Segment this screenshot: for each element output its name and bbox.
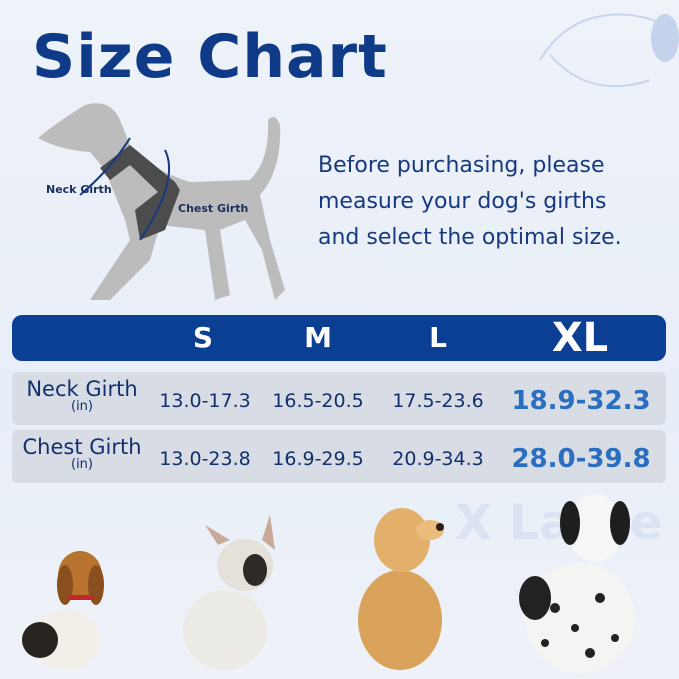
cell-s: 13.0-23.8 bbox=[159, 448, 251, 470]
intro-line: measure your dog's girths bbox=[318, 189, 607, 214]
chest-girth-label: Chest Girth bbox=[178, 202, 248, 215]
size-s: S bbox=[192, 321, 214, 354]
measurement-instructions: Before purchasing, please measure your d… bbox=[318, 148, 622, 256]
size-header-bar: S M L XL bbox=[12, 315, 666, 361]
intro-line: Before purchasing, please bbox=[318, 153, 605, 178]
dalmatian-photo bbox=[519, 494, 635, 673]
row-label: Chest Girth (in) bbox=[12, 436, 152, 472]
intro-line: and select the optimal size. bbox=[318, 225, 622, 250]
row-unit: (in) bbox=[71, 457, 93, 472]
cell-m: 16.9-29.5 bbox=[272, 448, 364, 470]
french-bulldog-photo bbox=[183, 515, 275, 670]
dog-measurement-diagram: Neck Girth Chest Girth bbox=[38, 103, 285, 300]
row-label-text: Chest Girth bbox=[22, 435, 142, 459]
cell-xl: 18.9-32.3 bbox=[511, 386, 651, 416]
row-label-text: Neck Girth bbox=[26, 377, 138, 401]
row-label: Neck Girth (in) bbox=[12, 378, 152, 414]
size-l: L bbox=[429, 321, 447, 354]
table-row-chest: Chest Girth (in) 13.0-23.8 16.9-29.5 20.… bbox=[12, 430, 666, 483]
dog-outline-decoration bbox=[539, 13, 679, 88]
cell-m: 16.5-20.5 bbox=[272, 390, 364, 412]
beagle-photo bbox=[22, 551, 104, 670]
size-xl: XL bbox=[551, 315, 609, 361]
row-unit: (in) bbox=[71, 399, 93, 414]
table-row-neck: Neck Girth (in) 13.0-17.3 16.5-20.5 17.5… bbox=[12, 372, 666, 425]
cell-xl: 28.0-39.8 bbox=[511, 444, 651, 474]
cell-s: 13.0-17.3 bbox=[159, 390, 251, 412]
golden-retriever-photo bbox=[358, 508, 444, 670]
page-title: Size Chart bbox=[32, 22, 388, 92]
neck-girth-label: Neck Girth bbox=[46, 183, 112, 196]
cell-l: 17.5-23.6 bbox=[392, 390, 484, 412]
size-m: M bbox=[304, 321, 332, 354]
cell-l: 20.9-34.3 bbox=[392, 448, 484, 470]
